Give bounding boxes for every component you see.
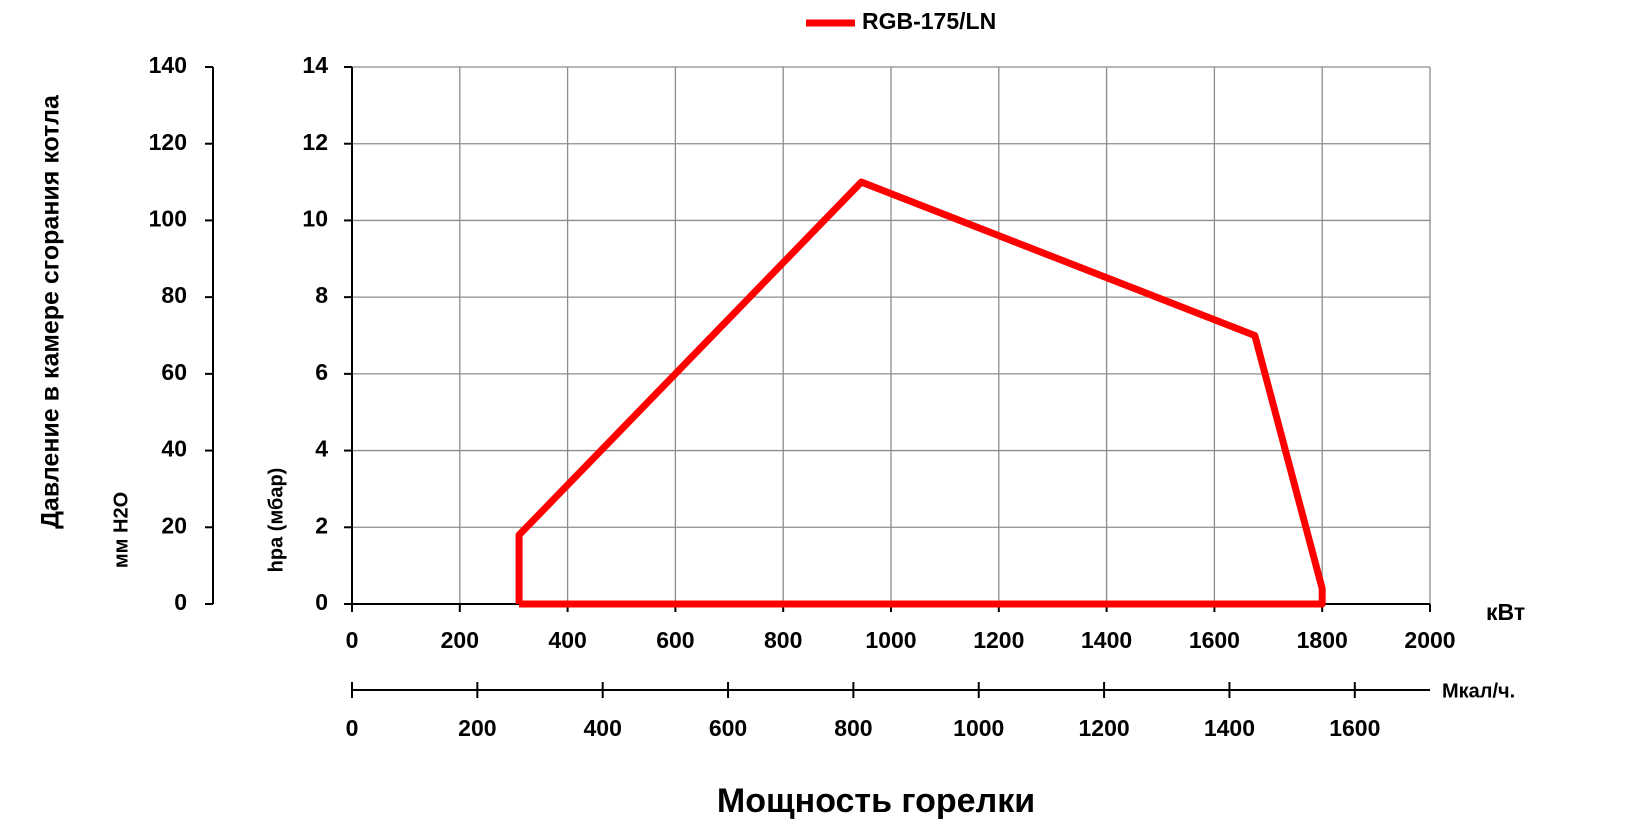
- x-tick-label: 400: [548, 627, 586, 653]
- y-tick-label: 0: [315, 589, 328, 615]
- y2-tick-label: 140: [149, 52, 187, 78]
- y2-tick-label: 100: [149, 206, 187, 232]
- y-tick-label: 8: [315, 282, 328, 308]
- series-line: [515, 178, 1326, 608]
- x-tick-label: 600: [656, 627, 694, 653]
- x2-tick-label: 1200: [1079, 715, 1130, 741]
- y-tick-label: 14: [302, 52, 328, 78]
- y2-tick-label: 20: [161, 512, 187, 538]
- x2-tick-label: 200: [458, 715, 496, 741]
- x2-tick-label: 1000: [953, 715, 1004, 741]
- x-tick-label: 1800: [1297, 627, 1348, 653]
- x2-tick-label: 0: [346, 715, 359, 741]
- y-tick-label: 10: [302, 206, 328, 232]
- y2-tick-label: 60: [161, 359, 187, 385]
- x2-unit: Мкал/ч.: [1442, 680, 1515, 702]
- y2-tick-label: 40: [161, 436, 187, 462]
- y-tick-label: 6: [315, 359, 328, 385]
- x-unit: кВт: [1486, 599, 1525, 625]
- y-tick-label: 2: [315, 512, 328, 538]
- legend-label: RGB-175/LN: [862, 8, 996, 34]
- x-title: Мощность горелки: [717, 782, 1035, 820]
- y2-tick-label: 0: [174, 589, 187, 615]
- y-tick-label: 12: [302, 129, 328, 155]
- x-tick-label: 800: [764, 627, 802, 653]
- x2-tick-label: 1600: [1329, 715, 1380, 741]
- y-tick-label: 4: [315, 436, 328, 462]
- y-title: hpa (мбар): [265, 468, 287, 573]
- x-tick-label: 1200: [973, 627, 1024, 653]
- y2-unit: мм H2O: [110, 492, 132, 568]
- x-tick-label: 2000: [1404, 627, 1455, 653]
- y2-title: Давление в камере сгорания котла: [37, 94, 65, 529]
- x-tick-label: 200: [441, 627, 479, 653]
- x2-tick-label: 800: [834, 715, 872, 741]
- y2-tick-label: 80: [161, 282, 187, 308]
- y2-tick-label: 120: [149, 129, 187, 155]
- x2-tick-label: 600: [709, 715, 747, 741]
- x-tick-label: 1600: [1189, 627, 1240, 653]
- x2-tick-label: 1400: [1204, 715, 1255, 741]
- x-tick-label: 0: [346, 627, 359, 653]
- x2-tick-label: 400: [584, 715, 622, 741]
- x-tick-label: 1000: [865, 627, 916, 653]
- x-tick-label: 1400: [1081, 627, 1132, 653]
